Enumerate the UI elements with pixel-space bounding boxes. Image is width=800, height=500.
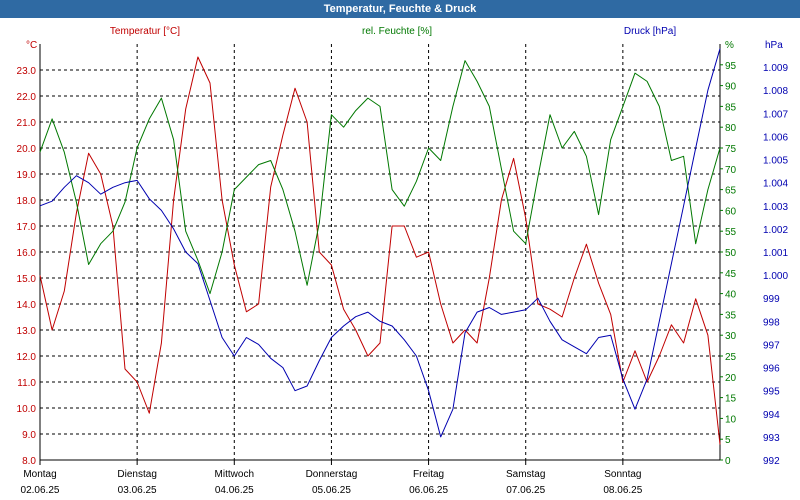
pressure-tick-label: 993 xyxy=(763,433,780,444)
pressure-tick-label: 995 xyxy=(763,387,780,398)
humidity-tick-label: 60 xyxy=(725,206,737,217)
x-day-label: Mittwoch xyxy=(215,469,254,480)
pressure-tick-label: 1.005 xyxy=(763,156,788,167)
temperature-tick-label: 20.0 xyxy=(17,144,37,155)
temperature-tick-label: 17.0 xyxy=(17,222,37,233)
humidity-tick-label: 0 xyxy=(725,456,731,467)
temperature-unit-label: °C xyxy=(26,40,37,51)
humidity-tick-label: 50 xyxy=(725,248,737,259)
humidity-tick-label: 65 xyxy=(725,186,737,197)
humidity-tick-label: 75 xyxy=(725,144,737,155)
pressure-tick-label: 1.009 xyxy=(763,63,788,74)
temperature-tick-label: 13.0 xyxy=(17,326,37,337)
humidity-tick-label: 20 xyxy=(725,373,737,384)
x-date-label: 07.06.25 xyxy=(506,485,545,496)
temperature-tick-label: 11.0 xyxy=(17,378,36,389)
humidity-tick-label: 30 xyxy=(725,331,737,342)
humidity-axis-title: rel. Feuchte [%] xyxy=(362,26,432,37)
x-date-label: 05.06.25 xyxy=(312,485,351,496)
humidity-tick-label: 10 xyxy=(725,414,737,425)
pressure-tick-label: 994 xyxy=(763,410,780,421)
pressure-tick-label: 998 xyxy=(763,317,780,328)
pressure-tick-label: 1.002 xyxy=(763,225,788,236)
temperature-tick-label: 22.0 xyxy=(17,92,37,103)
chart-title: Temperatur, Feuchte & Druck xyxy=(323,3,477,15)
pressure-line xyxy=(39,48,721,438)
x-day-label: Sonntag xyxy=(604,469,641,480)
humidity-tick-label: 5 xyxy=(725,435,731,446)
humidity-tick-label: 85 xyxy=(725,102,737,113)
pressure-tick-label: 997 xyxy=(763,340,780,351)
temperature-axis-title: Temperatur [°C] xyxy=(110,26,180,37)
temperature-tick-label: 12.0 xyxy=(17,352,37,363)
x-day-label: Samstag xyxy=(506,469,545,480)
x-day-label: Dienstag xyxy=(117,469,156,480)
pressure-tick-label: 1.001 xyxy=(763,248,788,259)
temperature-tick-label: 8.0 xyxy=(22,456,36,467)
x-date-label: 08.06.25 xyxy=(603,485,642,496)
humidity-unit-label: % xyxy=(725,40,734,51)
temperature-line xyxy=(39,56,721,445)
humidity-tick-label: 35 xyxy=(725,310,737,321)
pressure-tick-label: 996 xyxy=(763,364,780,375)
x-date-label: 02.06.25 xyxy=(21,485,60,496)
temperature-tick-label: 21.0 xyxy=(17,118,37,129)
pressure-tick-label: 992 xyxy=(763,456,780,467)
temperature-tick-label: 16.0 xyxy=(17,248,37,259)
temperature-tick-label: 19.0 xyxy=(17,170,37,181)
temperature-tick-label: 14.0 xyxy=(17,300,37,311)
temperature-tick-label: 23.0 xyxy=(17,66,37,77)
x-date-label: 04.06.25 xyxy=(215,485,254,496)
pressure-tick-label: 1.007 xyxy=(763,109,788,120)
pressure-axis-title: Druck [hPa] xyxy=(624,26,676,37)
x-day-label: Donnerstag xyxy=(306,469,358,480)
temperature-tick-label: 15.0 xyxy=(17,274,37,285)
humidity-tick-label: 25 xyxy=(725,352,737,363)
x-date-label: 06.06.25 xyxy=(409,485,448,496)
pressure-tick-label: 1.008 xyxy=(763,86,788,97)
humidity-tick-label: 80 xyxy=(725,123,737,134)
humidity-tick-label: 15 xyxy=(725,394,737,405)
pressure-tick-label: 1.000 xyxy=(763,271,788,282)
humidity-tick-label: 45 xyxy=(725,269,737,280)
humidity-line xyxy=(39,60,721,295)
humidity-tick-label: 40 xyxy=(725,290,737,301)
pressure-tick-label: 1.006 xyxy=(763,132,788,143)
humidity-tick-label: 70 xyxy=(725,165,737,176)
humidity-tick-label: 95 xyxy=(725,61,737,72)
pressure-tick-label: 1.003 xyxy=(763,202,788,213)
x-date-label: 03.06.25 xyxy=(118,485,157,496)
pressure-unit-label: hPa xyxy=(765,40,783,51)
temperature-tick-label: 10.0 xyxy=(17,404,37,415)
humidity-tick-label: 55 xyxy=(725,227,737,238)
x-day-label: Montag xyxy=(23,469,56,480)
temperature-tick-label: 18.0 xyxy=(17,196,37,207)
pressure-tick-label: 1.004 xyxy=(763,179,788,190)
pressure-tick-label: 999 xyxy=(763,294,780,305)
chart-title-bar: Temperatur, Feuchte & Druck xyxy=(0,0,800,18)
temperature-tick-label: 9.0 xyxy=(22,430,36,441)
humidity-tick-label: 90 xyxy=(725,82,737,93)
x-day-label: Freitag xyxy=(413,469,444,480)
